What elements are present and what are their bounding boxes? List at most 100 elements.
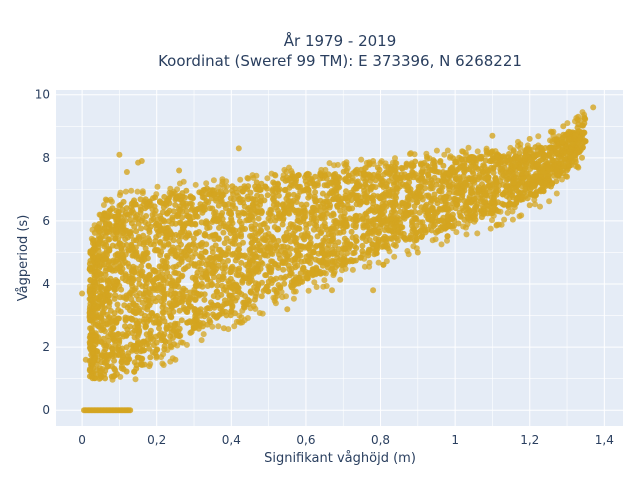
data-point bbox=[107, 307, 114, 314]
data-point bbox=[172, 322, 178, 329]
y-tick-label: 2 bbox=[42, 340, 50, 354]
data-point bbox=[108, 318, 115, 325]
data-point bbox=[231, 323, 238, 330]
data-point bbox=[173, 331, 180, 338]
data-point bbox=[446, 170, 453, 177]
data-point bbox=[103, 212, 110, 219]
data-point bbox=[147, 241, 154, 248]
data-point bbox=[178, 241, 184, 248]
data-point bbox=[162, 235, 169, 242]
data-point bbox=[153, 246, 160, 253]
data-point bbox=[342, 265, 349, 272]
data-point bbox=[388, 166, 395, 173]
data-point bbox=[256, 254, 263, 261]
data-point bbox=[270, 277, 277, 284]
data-point bbox=[270, 179, 277, 186]
data-point bbox=[168, 314, 175, 321]
data-point bbox=[528, 160, 535, 167]
data-point bbox=[345, 205, 352, 212]
data-point bbox=[460, 223, 467, 230]
data-point bbox=[289, 206, 296, 212]
data-point bbox=[418, 227, 424, 234]
data-point bbox=[243, 254, 250, 261]
data-point bbox=[509, 216, 516, 223]
data-point bbox=[206, 233, 213, 240]
data-point bbox=[285, 234, 292, 241]
data-point bbox=[292, 239, 299, 246]
data-point bbox=[150, 336, 156, 343]
data-point bbox=[358, 156, 365, 163]
data-point bbox=[116, 337, 123, 344]
data-point bbox=[303, 253, 310, 260]
data-point bbox=[176, 325, 183, 332]
data-point bbox=[198, 250, 205, 257]
data-point bbox=[170, 298, 177, 305]
data-point bbox=[255, 215, 262, 222]
data-point bbox=[98, 318, 105, 325]
data-point bbox=[462, 202, 469, 209]
data-point bbox=[141, 198, 148, 205]
data-point bbox=[232, 233, 239, 240]
data-point bbox=[116, 265, 123, 271]
data-point bbox=[156, 263, 163, 270]
data-point bbox=[221, 297, 228, 304]
data-point bbox=[342, 219, 349, 226]
data-point bbox=[135, 330, 142, 337]
data-point bbox=[538, 165, 545, 172]
data-point bbox=[278, 289, 285, 295]
data-point bbox=[297, 183, 304, 190]
data-point bbox=[331, 270, 337, 277]
data-point bbox=[210, 217, 217, 224]
data-point bbox=[334, 161, 341, 168]
data-point bbox=[467, 163, 474, 170]
data-point bbox=[414, 249, 421, 256]
data-point bbox=[361, 263, 368, 270]
data-point bbox=[509, 208, 516, 215]
data-point bbox=[122, 188, 129, 195]
data-point bbox=[210, 311, 216, 318]
data-point bbox=[248, 223, 255, 230]
data-point bbox=[98, 313, 104, 320]
data-point bbox=[95, 241, 102, 247]
data-point bbox=[427, 185, 434, 192]
data-point bbox=[527, 166, 534, 172]
data-point bbox=[86, 283, 93, 290]
data-point bbox=[510, 179, 517, 186]
data-point bbox=[281, 280, 288, 287]
data-point bbox=[393, 194, 399, 201]
data-point bbox=[206, 224, 213, 231]
data-point bbox=[96, 298, 103, 305]
data-point bbox=[236, 218, 243, 225]
data-point bbox=[300, 204, 307, 211]
data-point bbox=[320, 283, 327, 290]
data-point bbox=[130, 237, 137, 244]
data-point bbox=[198, 243, 205, 250]
data-point bbox=[482, 191, 489, 198]
data-points bbox=[79, 104, 597, 414]
data-point bbox=[326, 160, 333, 167]
data-point bbox=[86, 366, 93, 373]
data-point bbox=[153, 234, 160, 240]
chart-title-line1: År 1979 - 2019 bbox=[284, 31, 397, 50]
data-point bbox=[449, 216, 456, 222]
data-point bbox=[106, 292, 113, 299]
data-point bbox=[287, 245, 294, 252]
data-point bbox=[221, 183, 227, 190]
data-point bbox=[129, 270, 136, 277]
data-point bbox=[493, 221, 500, 228]
data-point bbox=[228, 308, 234, 315]
data-point bbox=[553, 149, 560, 156]
data-point bbox=[89, 248, 96, 255]
data-point bbox=[418, 169, 425, 176]
data-point bbox=[175, 232, 182, 239]
data-point bbox=[192, 181, 199, 188]
data-point bbox=[193, 316, 200, 323]
data-point bbox=[200, 331, 207, 338]
data-point bbox=[119, 252, 126, 259]
data-point bbox=[342, 245, 349, 252]
data-point bbox=[345, 178, 352, 185]
data-point bbox=[287, 198, 294, 205]
data-point bbox=[192, 306, 199, 313]
data-point bbox=[350, 257, 357, 264]
data-point bbox=[148, 310, 155, 317]
